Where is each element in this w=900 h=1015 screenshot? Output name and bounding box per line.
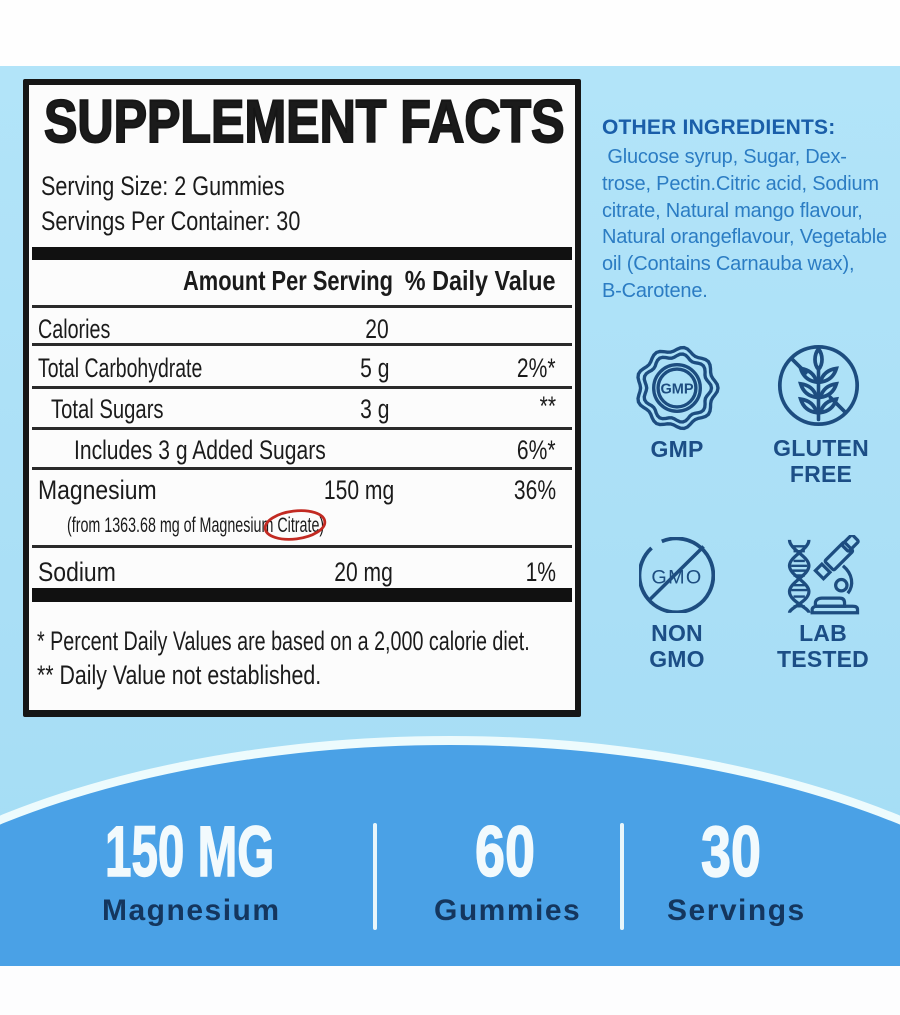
- svg-text:GMP: GMP: [660, 381, 693, 397]
- svg-text:GMO: GMO: [651, 567, 702, 589]
